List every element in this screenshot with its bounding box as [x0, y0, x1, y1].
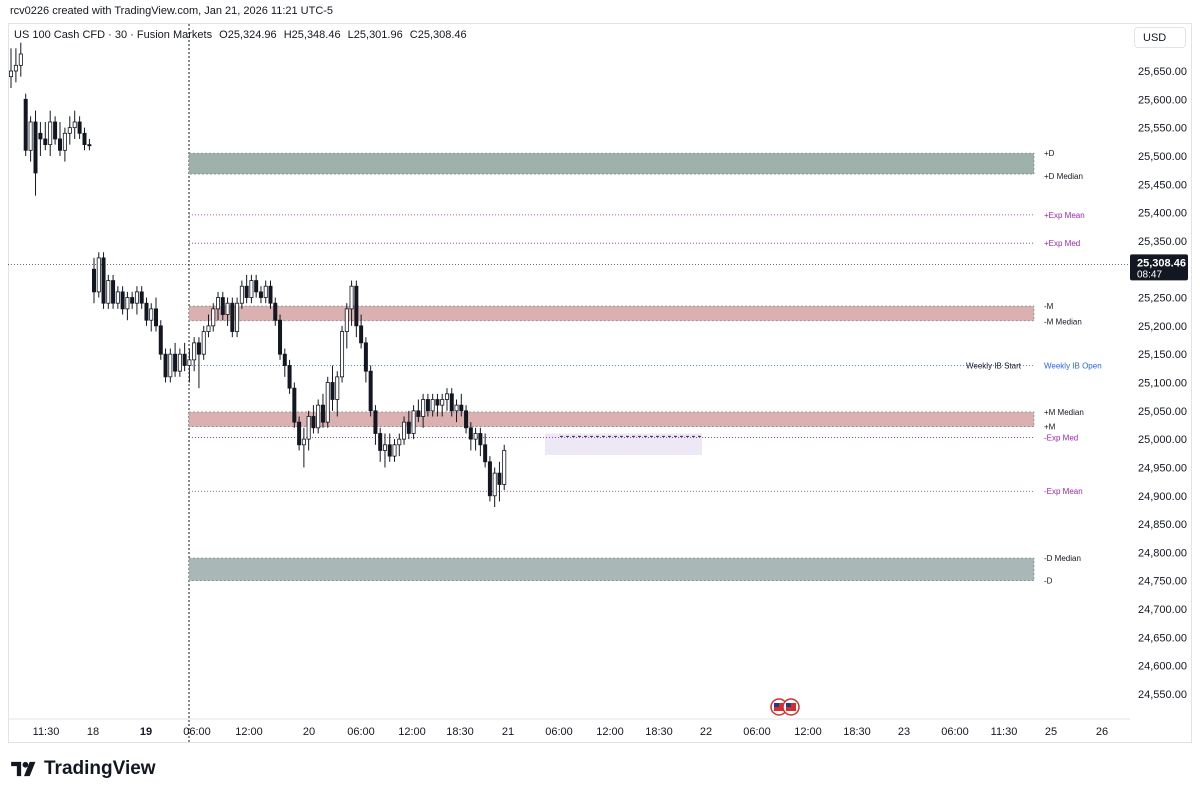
header-credit: rcv0226 created with TradingView.com, Ja… [10, 5, 334, 17]
low-value: L25,301.96 [347, 29, 403, 41]
currency-button[interactable]: USD [1134, 27, 1186, 48]
close-value: C25,308.46 [409, 29, 467, 41]
open-value: O25,324.96 [219, 29, 277, 41]
tradingview-wordmark: TradingView [44, 758, 156, 779]
high-value: H25,348.46 [283, 29, 341, 41]
chart-frame [8, 23, 1192, 743]
symbol-legend[interactable]: US 100 Cash CFD · 30 · Fusion Markets O2… [14, 29, 471, 41]
tradingview-logo-icon [11, 761, 36, 777]
symbol-name[interactable]: US 100 Cash CFD · 30 · Fusion Markets [14, 29, 213, 41]
tradingview-logo: TradingView [10, 758, 156, 780]
